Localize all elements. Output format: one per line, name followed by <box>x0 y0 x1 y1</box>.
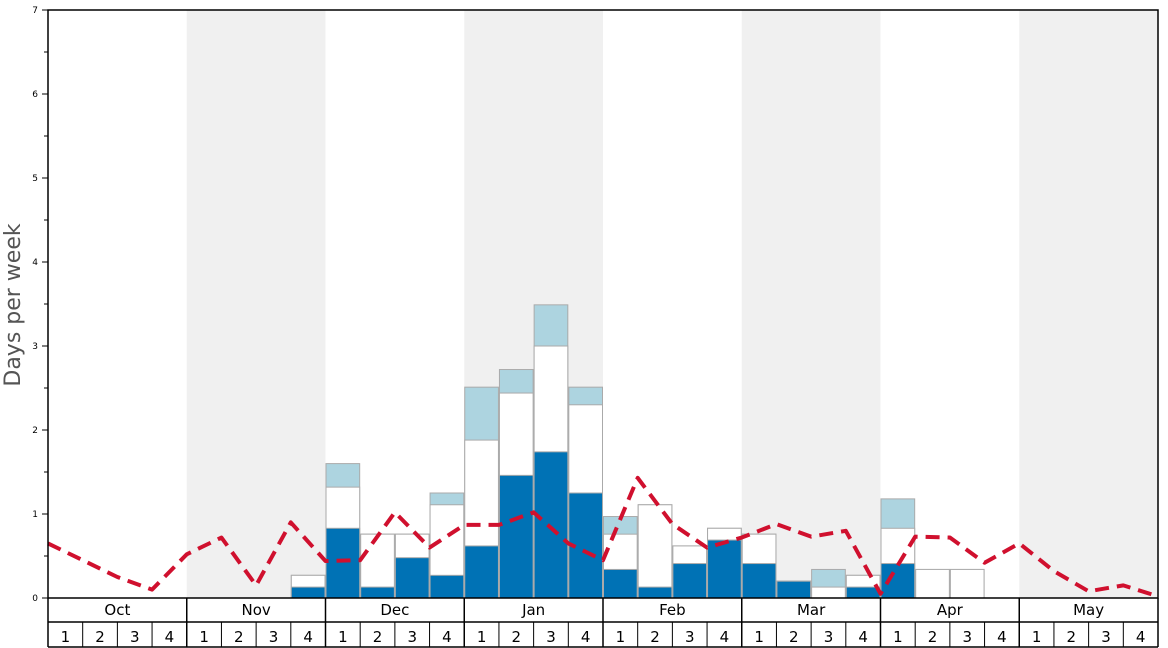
bar-dark-19 <box>707 539 742 599</box>
week-label: 4 <box>1136 628 1146 646</box>
month-label-jan: Jan <box>521 601 545 619</box>
month-label-feb: Feb <box>659 601 686 619</box>
bar-mid-17 <box>637 504 673 599</box>
week-label: 4 <box>165 628 175 646</box>
bar-mid-25 <box>915 568 950 599</box>
bar-dark-14 <box>533 451 569 599</box>
week-label: 4 <box>442 628 452 646</box>
month-band-mar <box>741 10 881 598</box>
bar-mid-26 <box>949 568 985 599</box>
week-label: 1 <box>477 628 487 646</box>
month-label-mar: Mar <box>797 601 826 619</box>
month-label-oct: Oct <box>104 601 130 619</box>
month-label-nov: Nov <box>241 601 270 619</box>
y-tick-label: 1 <box>32 510 38 520</box>
week-label: 2 <box>1067 628 1077 646</box>
y-axis-label: Days per week <box>1 223 26 386</box>
week-label: 4 <box>858 628 868 646</box>
y-tick-label: 3 <box>32 342 38 352</box>
bar-dark-13 <box>498 474 534 599</box>
y-tick-label: 2 <box>32 426 38 436</box>
month-label-dec: Dec <box>380 601 409 619</box>
week-label: 1 <box>754 628 764 646</box>
month-label-apr: Apr <box>937 601 964 619</box>
week-label: 3 <box>130 628 140 646</box>
week-label: 3 <box>269 628 279 646</box>
bar-mid-22 <box>811 586 846 599</box>
bar-dark-16 <box>603 568 638 599</box>
bar-dark-7 <box>290 586 326 599</box>
week-label: 2 <box>234 628 244 646</box>
week-label: 1 <box>199 628 209 646</box>
bar-dark-8 <box>325 527 361 599</box>
week-label: 3 <box>685 628 695 646</box>
bars <box>290 304 985 599</box>
y-tick-label: 6 <box>32 90 38 100</box>
week-label: 3 <box>962 628 972 646</box>
bar-dark-11 <box>429 574 465 599</box>
week-label: 3 <box>407 628 417 646</box>
bar-dark-21 <box>776 580 812 599</box>
week-label: 1 <box>616 628 626 646</box>
week-label: 3 <box>1101 628 1111 646</box>
bar-dark-24 <box>880 563 916 599</box>
week-label: 2 <box>512 628 522 646</box>
week-label: 1 <box>338 628 348 646</box>
week-label: 4 <box>581 628 591 646</box>
week-label: 2 <box>373 628 383 646</box>
week-label: 3 <box>546 628 556 646</box>
week-label: 1 <box>1032 628 1042 646</box>
bar-dark-10 <box>394 557 430 599</box>
axes: 0 1 2 3 4 5 6 7 Oct 1 2 3 4 Nov 1 2 3 4 Dec 1 2 3 4 Jan 1 2 3 4 Feb 1… <box>32 6 1159 648</box>
month-label-may: May <box>1073 601 1104 619</box>
bar-dark-18 <box>672 563 708 599</box>
week-label: 2 <box>789 628 799 646</box>
bar-dark-20 <box>741 563 777 599</box>
month-band-nov <box>186 10 326 598</box>
bar-dark-9 <box>360 586 395 599</box>
month-shading <box>186 10 1158 598</box>
week-label: 1 <box>61 628 71 646</box>
y-tick-label: 4 <box>32 258 38 268</box>
week-label: 2 <box>928 628 938 646</box>
month-band-may <box>1019 10 1158 598</box>
y-tick-label: 5 <box>32 174 38 184</box>
week-label: 2 <box>650 628 660 646</box>
week-label: 4 <box>720 628 730 646</box>
week-label: 4 <box>303 628 313 646</box>
week-label: 4 <box>997 628 1007 646</box>
y-tick-label: 0 <box>32 594 38 604</box>
y-tick-label: 7 <box>32 6 38 16</box>
bar-dark-12 <box>464 545 499 599</box>
trend-line <box>47 475 1159 599</box>
trend-line-layer <box>47 475 1159 599</box>
bar-dark-17 <box>637 586 673 599</box>
week-label: 2 <box>95 628 105 646</box>
week-label: 3 <box>824 628 834 646</box>
bar-dark-23 <box>845 586 881 599</box>
week-label: 1 <box>893 628 903 646</box>
